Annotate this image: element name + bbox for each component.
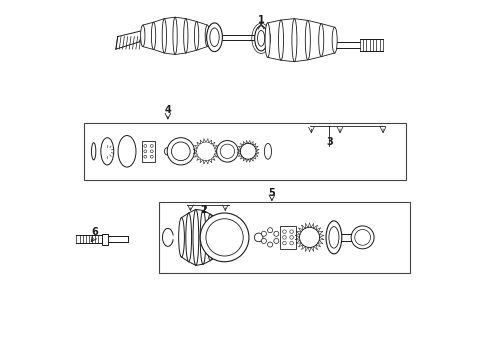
Circle shape [150, 144, 153, 147]
Ellipse shape [141, 25, 145, 46]
Circle shape [217, 140, 238, 162]
Text: 4: 4 [165, 105, 172, 115]
Ellipse shape [151, 22, 156, 49]
Circle shape [254, 233, 263, 242]
Ellipse shape [265, 143, 271, 159]
Ellipse shape [92, 143, 96, 160]
Ellipse shape [200, 211, 206, 264]
Ellipse shape [255, 26, 268, 51]
Circle shape [268, 242, 272, 247]
Circle shape [144, 144, 147, 147]
Ellipse shape [265, 23, 270, 57]
Text: 2: 2 [200, 206, 207, 216]
Circle shape [351, 226, 374, 249]
Ellipse shape [332, 27, 337, 53]
Circle shape [150, 150, 153, 153]
Ellipse shape [195, 22, 199, 50]
Ellipse shape [326, 221, 342, 254]
Ellipse shape [215, 219, 220, 256]
Circle shape [261, 238, 267, 243]
Text: 3: 3 [326, 138, 333, 147]
Circle shape [261, 231, 267, 236]
Ellipse shape [179, 218, 184, 257]
Ellipse shape [278, 20, 284, 60]
Ellipse shape [205, 25, 210, 46]
Circle shape [197, 142, 215, 160]
Circle shape [283, 235, 286, 239]
Ellipse shape [173, 17, 177, 54]
Ellipse shape [193, 210, 199, 265]
Circle shape [200, 213, 249, 262]
Circle shape [220, 144, 235, 158]
Text: 1: 1 [258, 15, 265, 26]
Circle shape [172, 142, 190, 161]
Circle shape [283, 230, 286, 233]
Circle shape [164, 147, 172, 155]
Text: 5: 5 [269, 188, 275, 198]
Ellipse shape [207, 214, 213, 261]
Circle shape [290, 241, 294, 245]
Circle shape [144, 155, 147, 158]
Circle shape [144, 150, 147, 153]
Ellipse shape [210, 28, 219, 46]
Text: 6: 6 [92, 227, 98, 237]
Bar [280, 226, 296, 249]
Circle shape [290, 230, 294, 233]
Ellipse shape [305, 21, 310, 60]
Circle shape [206, 219, 243, 256]
Ellipse shape [186, 213, 192, 262]
Circle shape [274, 231, 279, 236]
Circle shape [290, 235, 294, 239]
Bar [84, 123, 406, 180]
Circle shape [274, 238, 279, 243]
Circle shape [355, 229, 370, 245]
Ellipse shape [318, 24, 324, 57]
Ellipse shape [184, 19, 188, 53]
Circle shape [167, 138, 195, 165]
Circle shape [283, 241, 286, 245]
Bar [101, 234, 108, 245]
Circle shape [268, 228, 272, 233]
Ellipse shape [292, 19, 297, 62]
Ellipse shape [101, 138, 114, 165]
Bar [142, 140, 155, 162]
Ellipse shape [162, 19, 167, 53]
Bar [159, 202, 410, 273]
Ellipse shape [258, 31, 265, 46]
Ellipse shape [329, 226, 339, 248]
Circle shape [150, 155, 153, 158]
Ellipse shape [207, 23, 222, 51]
Ellipse shape [118, 135, 136, 167]
